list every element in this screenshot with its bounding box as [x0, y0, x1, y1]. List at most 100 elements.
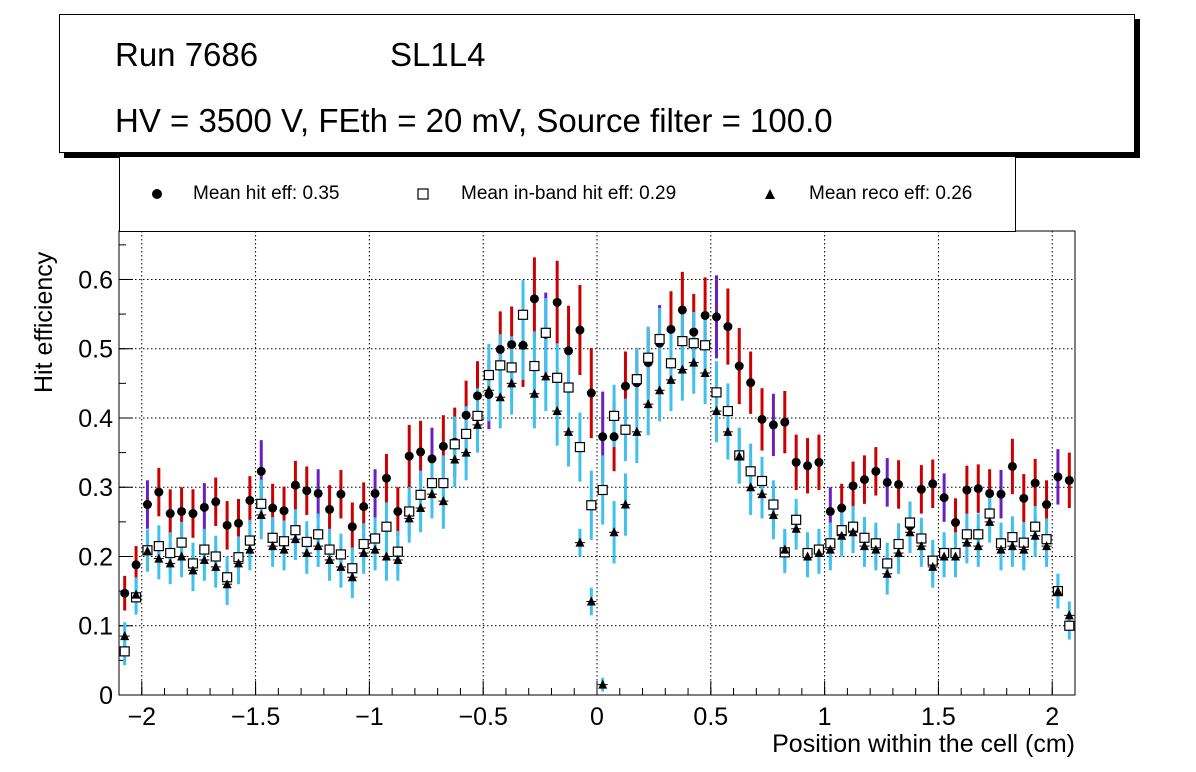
- hit-point: [336, 489, 346, 499]
- inband-point: [278, 536, 290, 547]
- reco-point: [609, 527, 619, 537]
- inband-point: [210, 551, 221, 562]
- inband-point: [381, 521, 392, 532]
- reco-point: [234, 558, 243, 568]
- reco-point: [359, 548, 369, 558]
- inband-point: [165, 547, 176, 559]
- hit-point: [859, 475, 869, 485]
- inband-point: [472, 410, 483, 422]
- inband-point: [358, 538, 369, 550]
- reco-point: [859, 541, 869, 551]
- reco-point: [404, 513, 414, 523]
- inband-point: [301, 536, 312, 548]
- reco-point: [620, 499, 630, 509]
- reco-point: [541, 371, 551, 381]
- hit-point: [211, 497, 221, 507]
- y-tick-label: 0.2: [78, 543, 113, 571]
- hit-point: [620, 381, 630, 391]
- reco-point: [848, 527, 858, 537]
- reco-point: [928, 561, 938, 571]
- inband-point: [1007, 532, 1018, 543]
- hit-point: [495, 344, 505, 354]
- hit-point: [1007, 461, 1017, 471]
- y-tick-label: 0.6: [78, 266, 113, 294]
- reco-point: [598, 679, 608, 689]
- x-tick-label: 1.5: [921, 703, 956, 731]
- hit-point: [290, 480, 300, 490]
- inband-point: [722, 405, 733, 417]
- hit-point: [780, 417, 790, 427]
- reco-point: [325, 554, 335, 564]
- inband-point: [529, 360, 540, 372]
- inband-point: [347, 563, 358, 574]
- hit-point: [268, 503, 278, 513]
- x-axis-ticks: −2 −1.5 −1 −0.5 0 0.5 1 1.5 2: [118, 681, 1076, 731]
- inband-point: [984, 508, 995, 519]
- x-axis-label: Position within the cell (cm): [772, 730, 1075, 758]
- hit-point: [245, 495, 255, 505]
- reco-point: [302, 548, 312, 558]
- hit-point: [848, 481, 858, 491]
- hit-point: [347, 522, 357, 532]
- reco-point: [734, 451, 744, 461]
- conditions-label: HV = 3500 V, FEth = 20 mV, Source filter…: [115, 102, 833, 139]
- reco-point: [677, 364, 687, 374]
- inband-point: [153, 541, 164, 552]
- reco-point: [188, 565, 198, 575]
- inband-point: [768, 499, 779, 510]
- inband-point: [461, 428, 472, 440]
- inband-point: [597, 484, 608, 496]
- hit-point: [894, 479, 904, 489]
- hit-point: [985, 488, 995, 498]
- hit-point: [951, 518, 960, 528]
- reco-point: [165, 558, 175, 568]
- inband-point: [643, 352, 654, 363]
- hit-point: [188, 509, 198, 519]
- inband-point: [256, 498, 267, 509]
- hit-point: [1019, 493, 1029, 503]
- inband-point: [506, 362, 517, 373]
- inband-point: [244, 535, 255, 546]
- reco-point: [1007, 541, 1017, 551]
- inband-point: [973, 529, 984, 540]
- reco-point: [222, 579, 232, 589]
- hit-point: [1053, 472, 1063, 482]
- reco-point: [529, 388, 539, 398]
- reco-point: [416, 503, 426, 513]
- inband-point: [859, 532, 870, 543]
- inband-point: [893, 538, 904, 550]
- reco-point: [564, 426, 574, 436]
- hit-point: [962, 485, 972, 495]
- reco-point: [996, 544, 1006, 554]
- hit-point: [564, 346, 574, 356]
- hit-point: [473, 391, 482, 401]
- hit-point: [803, 461, 813, 471]
- hit-point: [825, 506, 835, 516]
- inband-point: [495, 360, 506, 371]
- hit-point: [177, 506, 187, 516]
- inband-point: [620, 424, 631, 435]
- inband-point: [335, 549, 347, 560]
- reco-point: [689, 357, 699, 367]
- reco-point: [381, 551, 391, 561]
- inband-point: [313, 529, 324, 540]
- inband-point: [711, 387, 722, 398]
- hit-point: [814, 457, 824, 467]
- reco-point: [871, 544, 881, 554]
- inband-point: [552, 372, 563, 383]
- reco-point: [268, 541, 278, 551]
- hit-point: [438, 441, 448, 451]
- reco-point: [552, 406, 562, 416]
- reco-point: [723, 426, 733, 436]
- run-number: Run 7686: [115, 36, 259, 73]
- reco-point: [211, 561, 221, 571]
- y-tick-label: 0: [99, 682, 113, 710]
- reco-point: [712, 406, 721, 416]
- reco-point: [632, 426, 642, 436]
- reco-point: [586, 596, 596, 606]
- inband-point: [688, 338, 699, 349]
- inband-point: [119, 646, 130, 657]
- reco-point: [336, 561, 346, 571]
- inband-point: [574, 441, 586, 453]
- reco-point: [427, 489, 437, 499]
